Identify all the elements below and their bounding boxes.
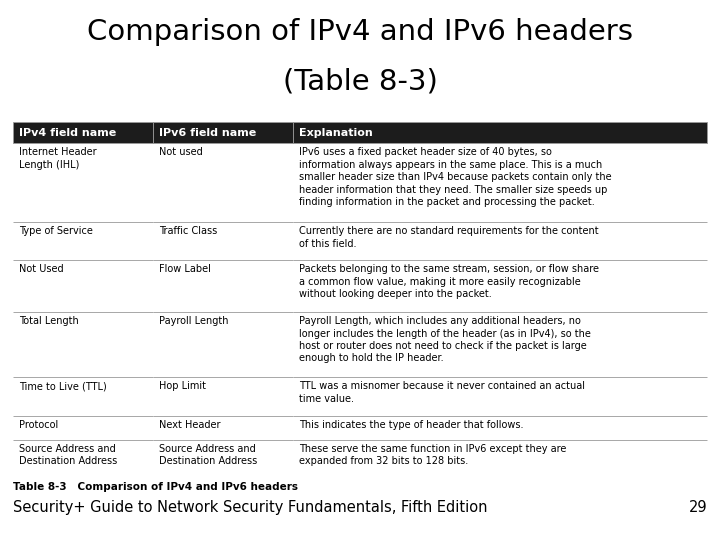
Text: 29: 29	[688, 500, 707, 515]
Text: Flow Label: Flow Label	[159, 265, 211, 274]
Text: Table 8-3   Comparison of IPv4 and IPv6 headers: Table 8-3 Comparison of IPv4 and IPv6 he…	[13, 482, 298, 492]
Text: (Table 8-3): (Table 8-3)	[282, 68, 438, 96]
Text: Source Address and
Destination Address: Source Address and Destination Address	[19, 444, 117, 467]
Text: These serve the same function in IPv6 except they are
expanded from 32 bits to 1: These serve the same function in IPv6 ex…	[299, 444, 566, 467]
Text: Hop Limit: Hop Limit	[159, 381, 206, 391]
Text: Protocol: Protocol	[19, 420, 58, 429]
Text: Next Header: Next Header	[159, 420, 220, 429]
Text: Comparison of IPv4 and IPv6 headers: Comparison of IPv4 and IPv6 headers	[87, 18, 633, 46]
Bar	[292, 122, 707, 144]
Bar	[153, 122, 292, 144]
Text: IPv6 field name: IPv6 field name	[159, 128, 256, 138]
Text: Explanation: Explanation	[299, 128, 372, 138]
Text: Payroll Length, which includes any additional headers, no
longer includes the le: Payroll Length, which includes any addit…	[299, 316, 590, 363]
Text: Currently there are no standard requirements for the content
of this field.: Currently there are no standard requirem…	[299, 226, 598, 249]
Text: Security+ Guide to Network Security Fundamentals, Fifth Edition: Security+ Guide to Network Security Fund…	[13, 500, 487, 515]
Text: This indicates the type of header that follows.: This indicates the type of header that f…	[299, 420, 523, 429]
Text: Internet Header
Length (IHL): Internet Header Length (IHL)	[19, 147, 96, 170]
Text: Not used: Not used	[159, 147, 202, 158]
Text: Source Address and
Destination Address: Source Address and Destination Address	[159, 444, 257, 467]
Text: Type of Service: Type of Service	[19, 226, 93, 237]
Text: Not Used: Not Used	[19, 265, 63, 274]
Text: TTL was a misnomer because it never contained an actual
time value.: TTL was a misnomer because it never cont…	[299, 381, 585, 404]
Text: Packets belonging to the same stream, session, or flow share
a common flow value: Packets belonging to the same stream, se…	[299, 265, 598, 299]
Bar	[13, 122, 153, 144]
Text: Payroll Length: Payroll Length	[159, 316, 228, 326]
Text: IPv4 field name: IPv4 field name	[19, 128, 116, 138]
Text: Traffic Class: Traffic Class	[159, 226, 217, 237]
Text: Time to Live (TTL): Time to Live (TTL)	[19, 381, 107, 391]
Text: IPv6 uses a fixed packet header size of 40 bytes, so
information always appears : IPv6 uses a fixed packet header size of …	[299, 147, 611, 207]
Text: Total Length: Total Length	[19, 316, 78, 326]
